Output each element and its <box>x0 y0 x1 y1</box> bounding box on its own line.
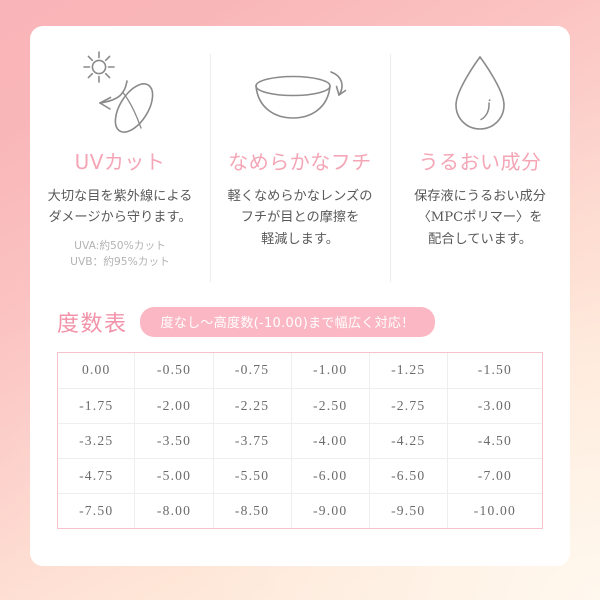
feature-description: 保存液にうるおい成分 〈MPCポリマー〉を 配合しています。 <box>414 186 546 250</box>
power-table-row: -7.50 -8.00 -8.50 -9.00 -9.50 -10.00 <box>58 492 542 528</box>
power-value-cell: -5.50 <box>212 457 292 494</box>
power-value-cell: -1.25 <box>368 353 448 389</box>
power-value-cell: -2.50 <box>290 387 370 424</box>
feature-desc-line: ダメージから守ります。 <box>48 210 192 226</box>
power-table-body: 0.00 -0.50 -0.75 -1.00 -1.25 -1.50 -1.75 -2.00-… <box>58 353 542 528</box>
feature-title: なめらかなフチ <box>228 150 372 174</box>
power-value-cell: -2.00 <box>134 387 214 424</box>
power-table-row: 0.00 -0.50 -0.75 -1.00 -1.25 -1.50 <box>58 353 542 389</box>
power-value-cell: -7.50 <box>58 492 136 528</box>
power-value-cell: -8.00 <box>134 492 214 528</box>
power-value-cell: -9.00 <box>290 492 370 528</box>
power-value-cell: -4.25 <box>368 422 448 459</box>
power-value-cell: -1.75 <box>58 387 136 424</box>
power-value-cell: -0.50 <box>134 353 214 389</box>
uva-note: UVA:約50%カット <box>74 238 166 252</box>
feature-title: UVカット <box>74 150 166 174</box>
power-table-wrapper: 0.00 -0.50 -0.75 -1.00 -1.25 -1.50 -1.75 -2.00-… <box>57 352 543 529</box>
power-value-cell: -3.00 <box>446 387 542 424</box>
power-value-cell: -1.50 <box>446 353 542 389</box>
feature-subnote: UVA:約50%カット UVB：約95%カット <box>70 238 170 271</box>
uvb-note: UVB：約95%カット <box>70 255 170 269</box>
feature-uv-cut: UVカット 大切な目を紫外線による ダメージから守ります。 UVA:約50%カッ… <box>30 26 210 298</box>
feature-desc-line: 保存液にうるおい成分 <box>414 189 546 204</box>
water-drop-icon <box>445 48 515 140</box>
power-range-badge: 度なし〜高度数(-10.00)まで幅広く対応！ <box>139 307 436 337</box>
smooth-edge-lens-icon <box>245 48 355 140</box>
power-table-row: -1.75 -2.00 -2.25 -2.50 -2.75 -3.00 <box>58 387 542 424</box>
power-value-cell: -6.00 <box>290 457 370 494</box>
power-value-cell: -4.00 <box>290 422 370 459</box>
power-value-cell: -3.50 <box>134 422 214 459</box>
power-value-cell: -8.50 <box>212 492 292 528</box>
feature-desc-line: 大切な目を紫外線による <box>47 189 193 204</box>
power-value-cell: -5.00 <box>134 457 214 494</box>
feature-desc-line: 〈MPCポリマー〉を <box>417 210 543 226</box>
feature-smooth-edge: なめらかなフチ 軽くなめらかなレンズの フチが目との摩擦を 軽減します。 <box>210 26 390 298</box>
power-value-cell: -4.50 <box>446 422 542 459</box>
feature-desc-line: 配合しています。 <box>428 231 532 247</box>
power-table-row: -4.75 -5.00 -5.50 -6.00 -6.50 -7.00 <box>58 457 542 494</box>
power-table-row: -3.25 -3.50 -3.75 -4.00 -4.25 -4.50 <box>58 422 542 459</box>
uv-shield-lens-icon <box>72 48 168 140</box>
power-value-cell: -1.00 <box>290 353 370 389</box>
power-value-cell: -3.75 <box>212 422 292 459</box>
power-value-cell: -6.50 <box>368 457 448 494</box>
feature-desc-line: 軽減します。 <box>261 231 339 247</box>
power-table: 0.00 -0.50 -0.75 -1.00 -1.25 -1.50 -1.75 -2.00-… <box>58 353 542 528</box>
feature-title: うるおい成分 <box>418 150 542 174</box>
power-value-cell: -9.50 <box>368 492 448 528</box>
power-value-cell: -2.75 <box>368 387 448 424</box>
power-title: 度数表 <box>57 312 128 337</box>
power-value-cell: -7.00 <box>446 457 542 494</box>
power-value-cell: -0.75 <box>212 353 292 389</box>
power-value-cell: 0.00 <box>58 353 136 389</box>
feature-desc-line: フチが目との摩擦を <box>240 210 360 226</box>
power-value-cell: -3.25 <box>58 422 136 459</box>
power-value-cell: -10.00 <box>446 492 542 528</box>
feature-desc-line: 軽くなめらかなレンズの <box>227 189 373 204</box>
power-value-cell: -4.75 <box>58 457 136 494</box>
feature-description: 大切な目を紫外線による ダメージから守ります。 <box>48 186 193 229</box>
power-value-cell: -2.25 <box>212 387 292 424</box>
feature-row: UVカット 大切な目を紫外線による ダメージから守ります。 UVA:約50%カッ… <box>30 26 570 298</box>
power-header: 度数表 度なし〜高度数(-10.00)まで幅広く対応！ <box>30 298 570 346</box>
feature-description: 軽くなめらかなレンズの フチが目との摩擦を 軽減します。 <box>228 186 373 250</box>
feature-moisture: うるおい成分 保存液にうるおい成分 〈MPCポリマー〉を 配合しています。 <box>390 26 570 298</box>
white-card: UVカット 大切な目を紫外線による ダメージから守ります。 UVA:約50%カッ… <box>30 26 570 566</box>
power-section: 度数表 度なし〜高度数(-10.00)まで幅広く対応！ 0.00 -0.50 -0.… <box>30 298 570 529</box>
